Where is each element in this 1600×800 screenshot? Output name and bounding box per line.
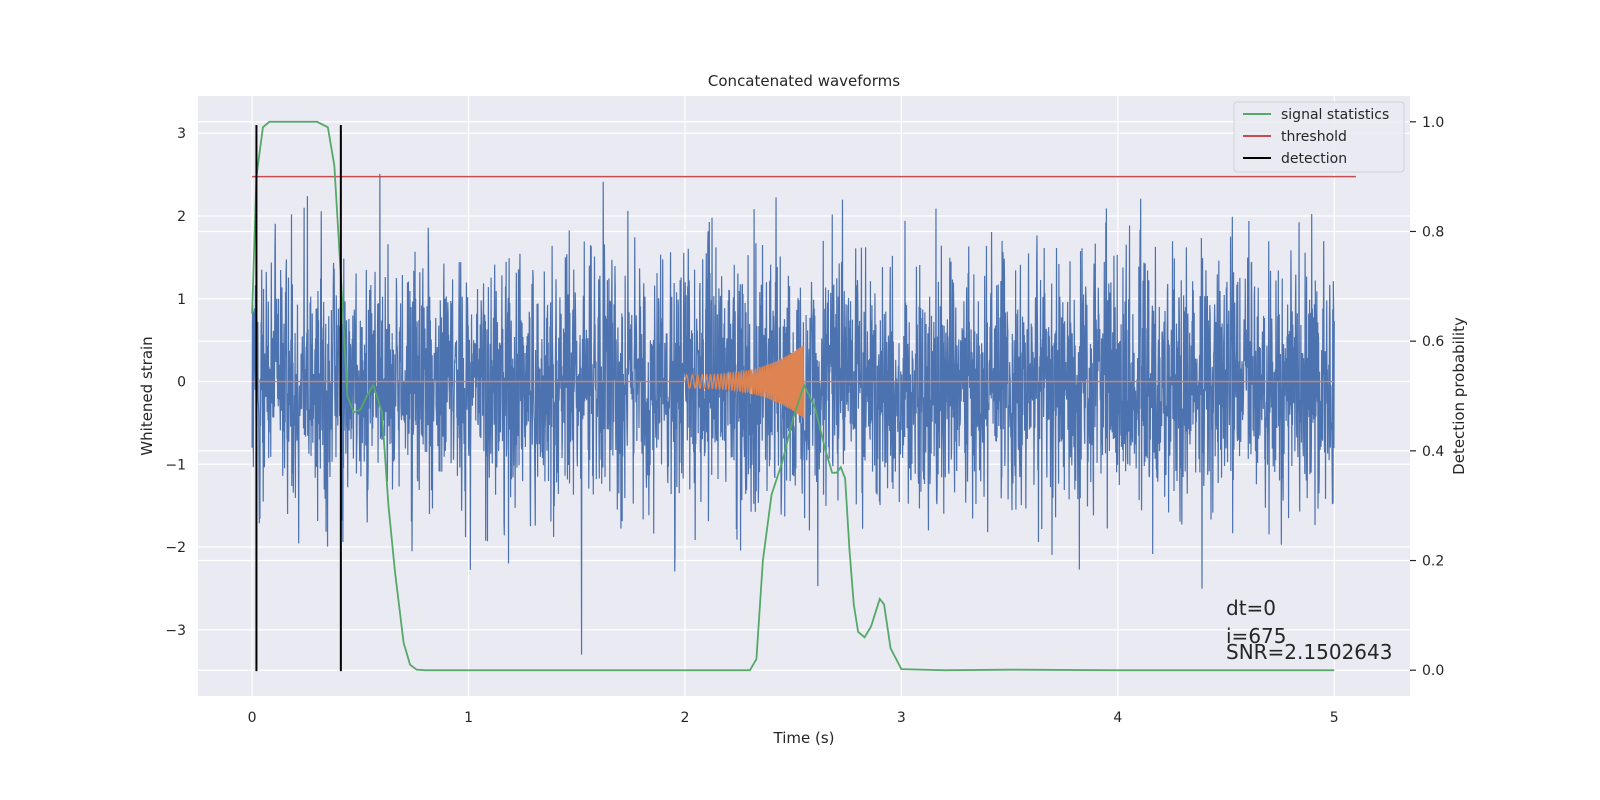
x-axis-label: Time (s)	[773, 729, 835, 747]
y-tick-label-3: 0	[177, 375, 186, 391]
legend-entry-signal-statistics: signal statistics	[1281, 107, 1389, 123]
annotation-dt: dt=0	[1226, 596, 1276, 620]
x-tick-label-5: 5	[1330, 710, 1339, 726]
y-tick-label-5: 2	[177, 209, 186, 225]
y2-tick-label-3: 0.6	[1422, 334, 1444, 350]
y-tick-label-4: 1	[177, 292, 186, 308]
y2-tick-label-0: 0.0	[1422, 663, 1444, 679]
y2-axis-ticks: 0.0 0.2 0.4 0.6 0.8 1.0	[1410, 115, 1444, 679]
x-tick-label-2: 2	[681, 710, 690, 726]
x-tick-label-0: 0	[248, 710, 257, 726]
y-tick-label-1: −2	[165, 540, 186, 556]
x-tick-label-4: 4	[1113, 710, 1122, 726]
strain-noise-series	[251, 173, 1335, 655]
annotation-snr: SNR=2.1502643	[1226, 640, 1392, 664]
y2-tick-label-5: 1.0	[1422, 115, 1444, 131]
x-tick-label-1: 1	[464, 710, 473, 726]
legend-entry-detection: detection	[1281, 151, 1347, 167]
y-tick-label-0: −3	[165, 623, 186, 639]
annotation-index: i=675	[1226, 624, 1287, 648]
legend: signal statistics threshold detection	[1233, 101, 1405, 173]
x-tick-label-3: 3	[897, 710, 906, 726]
y-tick-label-2: −1	[165, 457, 186, 473]
template-chirp-series	[252, 345, 1335, 419]
y2-tick-label-4: 0.8	[1422, 224, 1444, 240]
legend-entry-threshold: threshold	[1281, 129, 1347, 145]
x-axis-ticks: 0 1 2 3 4 5	[248, 710, 1339, 726]
y-tick-label-6: 3	[177, 126, 186, 142]
y-axis-label: Whitened strain	[138, 336, 156, 455]
y2-axis-label: Detection probability	[1450, 317, 1468, 475]
signal-statistics-line	[251, 120, 1335, 672]
y-axis-ticks: −3 −2 −1 0 1 2 3	[165, 126, 186, 639]
chart-title: Concatenated waveforms	[708, 72, 900, 90]
y2-tick-label-1: 0.2	[1422, 554, 1444, 570]
legend-box	[1233, 101, 1405, 173]
y2-tick-label-2: 0.4	[1422, 444, 1444, 460]
